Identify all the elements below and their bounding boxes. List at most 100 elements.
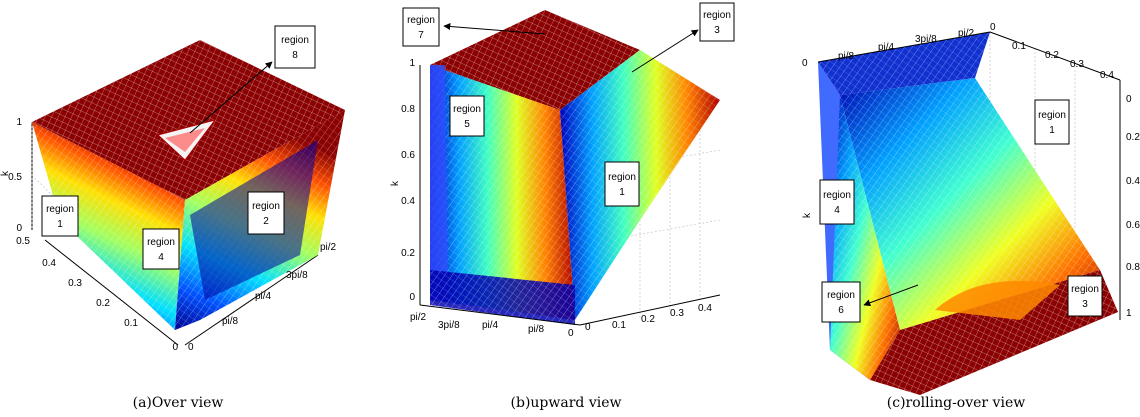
panel-b: 1 0.8 0.6 0.4 0.2 0 k pi/2 3pi/8 pi/4 pi… — [390, 2, 735, 411]
panel-a-x-tick: 0.2 — [96, 298, 110, 309]
panel-c-z-tick: 0.8 — [1126, 262, 1140, 273]
svg-text:5: 5 — [464, 119, 470, 130]
svg-text:region: region — [1038, 110, 1066, 121]
panel-a-y-tick: 3pi/8 — [286, 270, 308, 281]
panel-b-arrow-region-7 — [443, 23, 546, 35]
svg-text:region: region — [608, 172, 636, 183]
panel-c-y-tick: pi/2 — [958, 28, 975, 39]
panel-c-y-axis — [817, 31, 991, 63]
panel-a-x-tick: 0.4 — [42, 258, 56, 269]
panel-b-annotation-region-5: region 5 — [449, 95, 485, 137]
panel-c-z-tick: 0.4 — [1126, 176, 1140, 187]
panel-b-caption: (b)upward view — [511, 395, 622, 411]
panel-c-z-label: k — [802, 212, 813, 218]
panel-b-x-axis — [579, 294, 721, 326]
panel-c-y-tick: pi/8 — [838, 51, 855, 62]
svg-text:region: region — [1071, 284, 1099, 295]
panel-c-z-tick: 0 — [802, 58, 808, 69]
panel-a: 1 0.5 0 k 0.5 0.4 0.3 0.2 0.1 0 0 pi/8 p… — [0, 25, 345, 411]
panel-b-y-tick: 0 — [568, 328, 574, 339]
panel-c-z-tick: 0.2 — [1126, 132, 1140, 143]
svg-text:1: 1 — [1049, 125, 1055, 136]
panel-c-x-axis — [989, 31, 1121, 81]
panel-a-arrow-region-8 — [189, 61, 273, 134]
panel-b-z-tick: 0.2 — [401, 248, 415, 259]
panel-b-z-tick: 0.8 — [401, 104, 415, 115]
svg-text:region: region — [453, 104, 481, 115]
panel-a-annotation-region-1: region 1 — [41, 195, 79, 237]
panel-a-x-tick: 0.5 — [16, 236, 30, 247]
panel-a-y-tick: 0 — [188, 342, 194, 353]
panel-a-x-tick: 0 — [172, 342, 178, 353]
panel-b-annotation-region-7: region 7 — [402, 7, 440, 47]
panel-a-x-tick: 0.1 — [124, 318, 138, 329]
panel-c-x-tick: 0.3 — [1070, 59, 1084, 70]
panel-b-x-tick: 0.2 — [641, 314, 655, 325]
panel-c-x-tick: 0 — [990, 22, 996, 33]
panel-b-annotation-region-1: region 1 — [604, 161, 640, 207]
svg-text:1: 1 — [57, 219, 63, 230]
panel-c-z-tick: 0.6 — [1126, 220, 1140, 231]
panel-c: pi/8 pi/4 3pi/8 pi/2 0 0.1 0.2 0.3 0.4 0… — [802, 22, 1140, 411]
panel-b-arrow-region-3 — [631, 29, 699, 73]
panel-a-x-axis — [44, 239, 179, 346]
panel-b-x-tick: 0.3 — [670, 308, 684, 319]
panel-c-z-tick: 1 — [1126, 308, 1132, 319]
panel-c-annotation-region-4: region 4 — [819, 179, 855, 225]
panel-a-annotation-region-2: region 2 — [247, 191, 285, 235]
panel-c-x-tick: 0.2 — [1045, 50, 1059, 61]
panel-c-caption: (c)rolling-over view — [887, 395, 1025, 411]
panel-a-annotation-region-8: region 8 — [274, 25, 316, 69]
panel-a-caption: (a)Over view — [133, 395, 224, 411]
panel-b-y-tick: pi/4 — [482, 320, 499, 331]
svg-text:4: 4 — [834, 205, 840, 216]
panel-b-x-tick: 0.1 — [612, 320, 626, 331]
panel-c-x-tick: 0.1 — [1012, 41, 1026, 52]
svg-text:2: 2 — [263, 216, 269, 227]
svg-text:region: region — [823, 190, 851, 201]
svg-text:6: 6 — [838, 305, 844, 316]
panel-b-y-axis — [419, 304, 581, 326]
panel-b-y-tick: 3pi/8 — [438, 320, 460, 331]
svg-text:region: region — [147, 237, 175, 248]
panel-b-x-tick: 0.4 — [698, 303, 712, 314]
panel-b-z-tick: 0.6 — [401, 150, 415, 161]
svg-text:region: region — [703, 10, 731, 21]
svg-text:1: 1 — [619, 187, 625, 198]
panel-a-z-tick: 0 — [16, 223, 22, 234]
panel-a-x-tick: 0.3 — [68, 278, 82, 289]
panel-b-z-tick: 1 — [409, 58, 415, 69]
panel-c-y-tick: pi/4 — [878, 42, 895, 53]
panel-a-y-axis — [184, 254, 319, 346]
panel-b-y-tick: pi/8 — [528, 324, 545, 335]
panel-c-x-tick: 0.4 — [1100, 70, 1114, 81]
svg-text:7: 7 — [418, 30, 424, 41]
svg-text:3: 3 — [1082, 299, 1088, 310]
panel-a-z-tick: 1 — [16, 117, 22, 128]
panel-c-y-tick: 3pi/8 — [915, 34, 937, 45]
panel-a-z-tick: 0.5 — [8, 172, 22, 183]
svg-text:region: region — [827, 290, 855, 301]
svg-text:3: 3 — [714, 25, 720, 36]
panel-b-y-tick: pi/2 — [410, 312, 427, 323]
svg-text:4: 4 — [158, 252, 164, 263]
panel-a-y-tick: pi/4 — [255, 291, 272, 302]
panel-a-z-label: k — [0, 170, 11, 176]
svg-text:8: 8 — [292, 50, 298, 61]
panel-b-x-tick: 0 — [585, 322, 591, 333]
panel-c-arrow-region-6 — [863, 284, 919, 307]
panel-c-annotation-region-3: region 3 — [1067, 275, 1103, 317]
panel-b-z-tick: 0 — [409, 292, 415, 303]
panel-a-y-tick: pi/2 — [320, 242, 337, 253]
svg-text:region: region — [281, 35, 309, 46]
svg-text:region: region — [407, 15, 435, 26]
panel-b-z-tick: 0.4 — [401, 196, 415, 207]
panel-a-y-tick: pi/8 — [222, 316, 239, 327]
panel-c-annotation-region-6: region 6 — [821, 281, 861, 323]
svg-text:region: region — [252, 201, 280, 212]
panel-c-annotation-region-1: region 1 — [1034, 99, 1070, 145]
svg-text:region: region — [46, 204, 74, 215]
panel-b-wall — [430, 65, 448, 300]
panel-c-z-tick: 0 — [1126, 94, 1132, 105]
